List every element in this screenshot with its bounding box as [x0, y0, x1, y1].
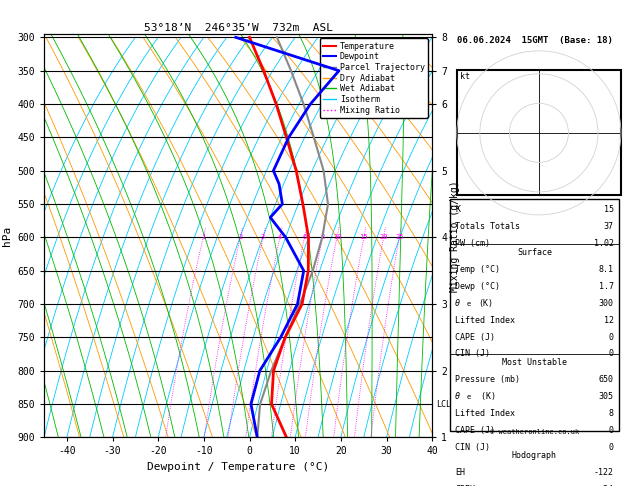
Text: © weatheronline.co.uk: © weatheronline.co.uk	[490, 430, 579, 435]
Text: K: K	[455, 206, 460, 214]
Text: 0: 0	[609, 443, 614, 451]
Text: 1.02: 1.02	[594, 239, 614, 248]
Bar	[450, 199, 619, 432]
Text: 6: 6	[303, 234, 306, 241]
Text: (K): (K)	[478, 298, 493, 308]
Y-axis label: Mixing Ratio (g/kg): Mixing Ratio (g/kg)	[450, 180, 460, 292]
Text: 37: 37	[604, 223, 614, 231]
Text: 15: 15	[360, 234, 368, 241]
Text: 8.1: 8.1	[599, 265, 614, 274]
Text: 12: 12	[604, 315, 614, 325]
Text: Totals Totals: Totals Totals	[455, 223, 520, 231]
Text: 0: 0	[609, 332, 614, 342]
Text: e: e	[467, 394, 471, 400]
Legend: Temperature, Dewpoint, Parcel Trajectory, Dry Adiabat, Wet Adiabat, Isotherm, Mi: Temperature, Dewpoint, Parcel Trajectory…	[320, 38, 428, 118]
Text: 8: 8	[320, 234, 325, 241]
Text: Lifted Index: Lifted Index	[455, 315, 515, 325]
Text: Surface: Surface	[517, 248, 552, 257]
Text: 1.7: 1.7	[599, 282, 614, 291]
Text: 300: 300	[599, 298, 614, 308]
Y-axis label: hPa: hPa	[2, 226, 12, 246]
Title: 53°18’N  246°35’W  732m  ASL: 53°18’N 246°35’W 732m ASL	[143, 23, 333, 33]
Text: 20: 20	[379, 234, 388, 241]
Text: θ: θ	[455, 298, 460, 308]
Text: -122: -122	[594, 468, 614, 477]
Text: 0: 0	[609, 349, 614, 359]
Text: 0: 0	[609, 426, 614, 434]
Text: Most Unstable: Most Unstable	[502, 358, 567, 367]
Text: 4: 4	[278, 234, 282, 241]
Text: Lifted Index: Lifted Index	[455, 409, 515, 418]
Text: θ: θ	[455, 392, 460, 401]
Text: PW (cm): PW (cm)	[455, 239, 490, 248]
Bar	[457, 70, 621, 195]
Text: 06.06.2024  15GMT  (Base: 18): 06.06.2024 15GMT (Base: 18)	[457, 36, 613, 45]
Text: 8: 8	[609, 409, 614, 418]
Text: CAPE (J): CAPE (J)	[455, 332, 495, 342]
Text: (K): (K)	[476, 392, 496, 401]
Text: 3: 3	[261, 234, 265, 241]
Text: -34: -34	[599, 485, 614, 486]
Text: 15: 15	[604, 206, 614, 214]
Text: CIN (J): CIN (J)	[455, 349, 490, 359]
Text: 650: 650	[599, 375, 614, 384]
Text: CAPE (J): CAPE (J)	[455, 426, 495, 434]
Text: EH: EH	[455, 468, 465, 477]
Text: Dewp (°C): Dewp (°C)	[455, 282, 500, 291]
Text: Pressure (mb): Pressure (mb)	[455, 375, 520, 384]
Text: kt: kt	[460, 72, 470, 81]
Text: Hodograph: Hodograph	[512, 451, 557, 460]
Text: Temp (°C): Temp (°C)	[455, 265, 500, 274]
Text: LCL: LCL	[436, 400, 451, 409]
Text: CIN (J): CIN (J)	[455, 443, 490, 451]
X-axis label: Dewpoint / Temperature (°C): Dewpoint / Temperature (°C)	[147, 462, 329, 472]
Text: 305: 305	[599, 392, 614, 401]
Text: 2: 2	[238, 234, 242, 241]
Text: 25: 25	[395, 234, 403, 241]
Text: 10: 10	[333, 234, 341, 241]
Text: SREH: SREH	[455, 485, 475, 486]
Text: e: e	[467, 301, 471, 307]
Text: 1: 1	[201, 234, 205, 241]
